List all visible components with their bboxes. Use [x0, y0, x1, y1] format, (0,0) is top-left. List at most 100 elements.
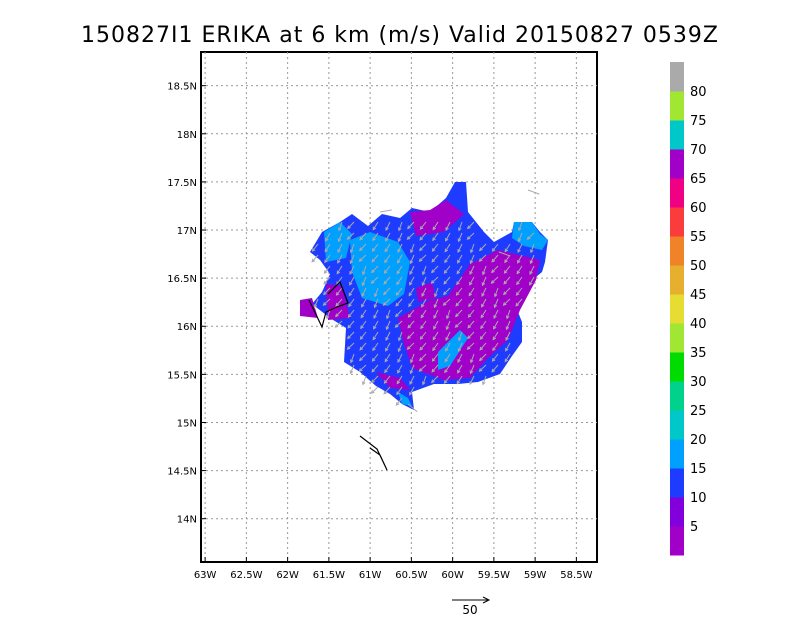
wind-vector: [385, 232, 391, 242]
wind-vectors: [311, 189, 540, 413]
wind-vector-head: [491, 368, 496, 373]
wind-vector-head: [479, 247, 483, 252]
wind-vector-head: [468, 292, 473, 297]
wind-vector: [409, 276, 415, 286]
wind-vector-head: [385, 315, 390, 320]
wind-vector: [359, 232, 367, 241]
wind-vector-head: [517, 238, 522, 243]
wind-vector: [373, 309, 379, 319]
wind-vector: [516, 287, 523, 296]
wind-vector-head: [480, 314, 485, 319]
wind-vector: [359, 254, 367, 262]
wind-vector: [408, 298, 415, 307]
wind-vector-head: [347, 314, 352, 318]
wind-vector: [410, 353, 415, 363]
wind-vector-head: [373, 315, 377, 320]
wind-vector-head: [371, 379, 375, 384]
wind-vector-head: [515, 302, 520, 307]
wind-vector: [396, 287, 403, 296]
wind-vector-head: [361, 271, 366, 276]
wind-vector: [324, 254, 331, 263]
wind-vector: [444, 364, 451, 373]
wind-vector-head: [397, 238, 402, 243]
wind-vector: [470, 353, 475, 363]
wind-vector-head: [420, 314, 425, 319]
wind-vector: [444, 265, 451, 274]
wind-vector: [419, 232, 427, 241]
wind-vector-head: [444, 369, 448, 374]
wind-vector-head: [432, 226, 437, 231]
wind-vector-head: [431, 248, 436, 252]
wind-vector-head: [407, 225, 411, 230]
wind-vector-head: [409, 370, 414, 375]
wind-vector-head: [325, 237, 329, 242]
wind-vector-head: [384, 369, 388, 374]
wind-vector: [384, 243, 391, 252]
wind-vector-head: [385, 347, 389, 352]
wind-vector-head: [490, 280, 495, 284]
wind-vector: [421, 298, 427, 308]
longitude-labels: 63W 62.5W 62W 61.5W 61W 60.5W 60W 59.5W 59W 58.5W: [194, 557, 593, 581]
wind-vector: [491, 265, 499, 273]
wind-vector-head: [517, 249, 521, 254]
wind-vector: [371, 265, 379, 273]
wind-vector: [325, 232, 331, 242]
lat-tick-label: 16.5N: [167, 274, 197, 285]
wind-vector-head: [359, 346, 364, 351]
wind-vector-head: [529, 271, 533, 276]
wind-vector-head: [418, 368, 423, 372]
wind-vector: [372, 221, 379, 230]
wind-vector: [482, 276, 487, 286]
wind-vector-head: [313, 304, 318, 309]
wind-vector-head: [469, 271, 473, 276]
lon-tick-label: 59W: [524, 570, 547, 581]
wind-vector: [324, 243, 331, 252]
wind-vector-head: [409, 249, 414, 254]
wind-vector-head: [505, 315, 510, 320]
wind-vector: [506, 320, 511, 330]
colorbar-label: 10: [690, 491, 707, 506]
wind-vector-head: [456, 270, 461, 275]
wind-vector: [504, 353, 511, 362]
colorbar-swatch: [670, 178, 684, 208]
wind-vector-head: [455, 313, 459, 318]
wind-vector: [349, 276, 355, 286]
lon-tick-label: 59.5W: [478, 570, 510, 581]
wind-vector: [503, 287, 511, 295]
colorbar-swatch: [670, 91, 684, 121]
wind-vector-head: [505, 326, 510, 331]
colorbar: 5 10 15 20 25 30 35 40 45 50 55 60 65 70 75 80: [670, 62, 707, 556]
wind-vector: [469, 375, 475, 385]
wind-vector: [338, 232, 343, 242]
wind-vector: [445, 342, 451, 352]
wind-vector-head: [469, 370, 474, 375]
wind-vector-head: [384, 358, 389, 363]
wind-vector-head: [481, 303, 485, 308]
wind-vector: [410, 243, 415, 253]
wind-vector-head: [336, 270, 341, 275]
wind-vector: [420, 331, 427, 340]
wind-vector: [420, 309, 427, 318]
wind-vector: [371, 276, 379, 284]
wind-vector: [336, 265, 343, 274]
wind-vector-head: [442, 302, 447, 306]
wind-vector: [479, 364, 487, 372]
wind-vector-head: [383, 270, 388, 274]
wind-vector: [458, 232, 463, 242]
wind-vector: [455, 298, 463, 307]
wind-vector: [527, 189, 540, 195]
wind-vector: [506, 309, 511, 319]
wind-vector: [347, 221, 355, 229]
wind-vector-head: [421, 303, 425, 308]
wind-vector: [419, 243, 427, 251]
wind-vector: [516, 265, 523, 274]
wind-vector: [337, 254, 343, 264]
wind-vector: [431, 254, 439, 263]
wind-vector-head: [503, 270, 508, 274]
wind-vector-head: [346, 236, 351, 240]
wind-vector: [498, 251, 511, 257]
wind-vector-head: [468, 303, 472, 308]
wind-vector-head: [408, 303, 412, 308]
wind-vector-head: [457, 249, 461, 254]
wind-vector: [395, 320, 403, 328]
